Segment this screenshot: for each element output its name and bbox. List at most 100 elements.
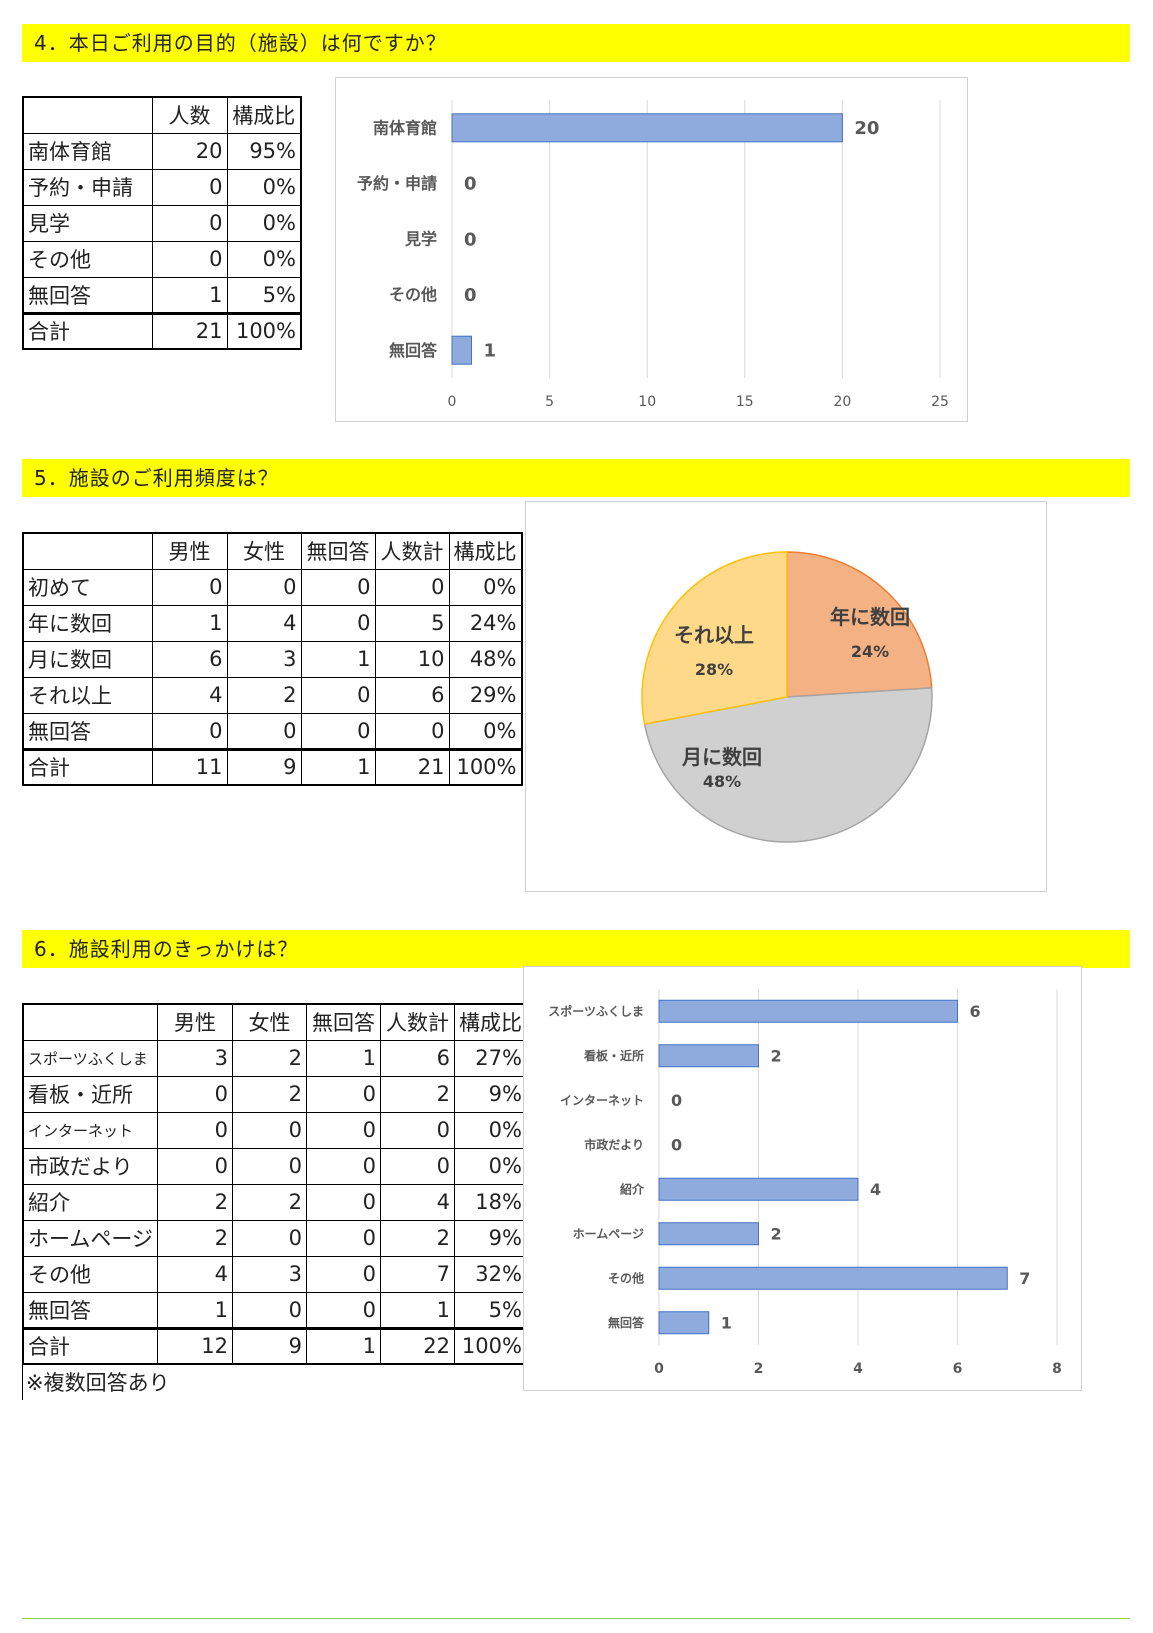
table-cell: その他	[22, 240, 153, 278]
table-cell: 0%	[226, 240, 302, 278]
table-cell: 0	[156, 1075, 233, 1113]
table-row: 男性 女性 無回答 人数計 構成比	[22, 1003, 528, 1041]
table-cell: 1	[379, 1291, 455, 1329]
table-cell: 0	[231, 1111, 307, 1149]
pie-slice-percent: 28%	[695, 660, 733, 679]
table-cell	[22, 532, 153, 570]
pie-slice-label: 月に数回	[681, 745, 762, 769]
table-row: 紹介 2 2 0 4 18%	[22, 1183, 528, 1221]
q4-bar-chart-svg: 0 5 10 15 20 25 南体育館 20 予約・申請 0 見学 0 その他 0 無回答 1	[357, 100, 949, 410]
table-cell: 2	[379, 1219, 455, 1257]
x-tick-label: 6	[953, 1361, 963, 1377]
category-label: 見学	[404, 230, 437, 249]
section-header-q5: 5．施設のご利用頻度は？	[22, 459, 1130, 497]
table-cell: 0	[305, 1111, 381, 1149]
table-cell: 紹介	[22, 1183, 158, 1221]
table-cell: 女性	[226, 532, 302, 570]
table-cell: 0	[226, 712, 302, 750]
table-cell: 6	[374, 676, 450, 714]
table-cell: 男性	[156, 1003, 233, 1041]
category-label: その他	[608, 1270, 644, 1285]
bar	[451, 113, 843, 143]
table-cell: 3	[231, 1255, 307, 1293]
table-cell: 0	[151, 712, 228, 750]
table-cell: 11	[151, 747, 228, 786]
table-cell: 無回答	[300, 532, 376, 570]
table-cell: 0	[305, 1219, 381, 1257]
data-label: 4	[870, 1180, 881, 1199]
x-tick-label: 15	[736, 394, 754, 410]
category-label: その他	[389, 285, 437, 304]
category-label: ホームページ	[573, 1227, 644, 1241]
table-row: 人数 構成比	[22, 96, 302, 134]
table-cell: 27%	[453, 1039, 528, 1077]
data-label: 0	[464, 229, 477, 250]
table-total-row: 合計 11 9 1 21 100%	[22, 747, 522, 786]
table-cell: 予約・申請	[22, 168, 153, 206]
x-tick-label: 5	[545, 394, 554, 410]
x-tick-label: 20	[833, 394, 851, 410]
pie-slice-percent: 48%	[703, 772, 741, 791]
table-row: インターネット 0 0 0 0 0%	[22, 1111, 528, 1149]
table-cell: 2	[231, 1039, 307, 1077]
x-tick-label: 0	[448, 394, 457, 410]
table-cell: 9	[231, 1326, 307, 1365]
table-cell: 男性	[151, 532, 228, 570]
table-cell: 合計	[22, 747, 153, 786]
table-cell: 6	[151, 640, 228, 678]
pie-slice-percent: 24%	[851, 642, 889, 661]
category-label: 南体育館	[373, 118, 437, 137]
table-cell: 無回答	[22, 276, 153, 314]
table-cell: 初めて	[22, 568, 153, 606]
category-label: 予約・申請	[357, 174, 437, 193]
table-row: 市政だより 0 0 0 0 0%	[22, 1147, 528, 1185]
table-total-row: 合計 21 100%	[22, 311, 302, 350]
x-tick-label: 8	[1052, 1361, 1062, 1377]
x-tick-label: 10	[638, 394, 656, 410]
multiple-answer-note: ※複数回答あり	[26, 1371, 170, 1395]
table-cell: 3	[156, 1039, 233, 1077]
table-cell: 0	[374, 568, 450, 606]
table-cell: 100%	[453, 1326, 528, 1365]
table-cell: 4	[226, 604, 302, 642]
table-cell: 2	[156, 1219, 233, 1257]
data-label: 2	[771, 1224, 782, 1243]
q4-bar-chart: 0 5 10 15 20 25 南体育館 20 予約・申請 0 見学 0 その他 0 無回答 1	[335, 77, 968, 422]
table-cell: 0	[300, 568, 376, 606]
table-cell: 48%	[448, 640, 522, 678]
table-cell: 0	[305, 1183, 381, 1221]
table-cell: 人数計	[379, 1003, 455, 1041]
table-cell: 10	[374, 640, 450, 678]
table-cell: 人数計	[374, 532, 450, 570]
table-cell: 1	[305, 1039, 381, 1077]
table-cell: 24%	[448, 604, 522, 642]
table-cell: ホームページ	[22, 1219, 158, 1257]
bar	[658, 1266, 1008, 1290]
q5-table: 男性 女性 無回答 人数計 構成比 初めて 0 0 0 0 0% 年に数回 1 4 0 5 24% 月に数回 6 3 1…	[22, 532, 523, 786]
table-cell: 29%	[448, 676, 522, 714]
table-cell: 12	[156, 1326, 233, 1365]
table-cell: 無回答	[22, 1291, 158, 1329]
table-cell: 0	[305, 1255, 381, 1293]
table-cell: インターネット	[22, 1111, 158, 1149]
table-cell: 無回答	[305, 1003, 381, 1041]
data-label: 6	[970, 1002, 981, 1021]
table-cell: 看板・近所	[22, 1075, 158, 1113]
table-cell: 0%	[448, 568, 522, 606]
category-label: 無回答	[608, 1315, 645, 1330]
table-cell: 見学	[22, 204, 153, 242]
table-cell: 1	[300, 747, 376, 786]
table-row: 南体育館 20 95%	[22, 132, 302, 170]
table-cell: 1	[156, 1291, 233, 1329]
table-cell: 5%	[226, 276, 302, 314]
data-label: 1	[484, 341, 497, 362]
table-row: 看板・近所 0 2 0 2 9%	[22, 1075, 528, 1113]
table-cell: 2	[231, 1075, 307, 1113]
table-row: 年に数回 1 4 0 5 24%	[22, 604, 522, 642]
table-cell: 0	[151, 168, 228, 206]
bar	[451, 335, 473, 365]
q4-table: 人数 構成比 南体育館 20 95% 予約・申請 0 0% 見学 0 0% その他 0 0% 無回答 1 5% 合…	[22, 96, 302, 350]
q6-bar-chart: 0 2 4 6 8 スポーツふくしま 6 看板・近所 2 インターネット 0 市政だより 0 紹介 4 ホーム…	[523, 966, 1082, 1391]
table-row: 予約・申請 0 0%	[22, 168, 302, 206]
table-row: それ以上 4 2 0 6 29%	[22, 676, 522, 714]
